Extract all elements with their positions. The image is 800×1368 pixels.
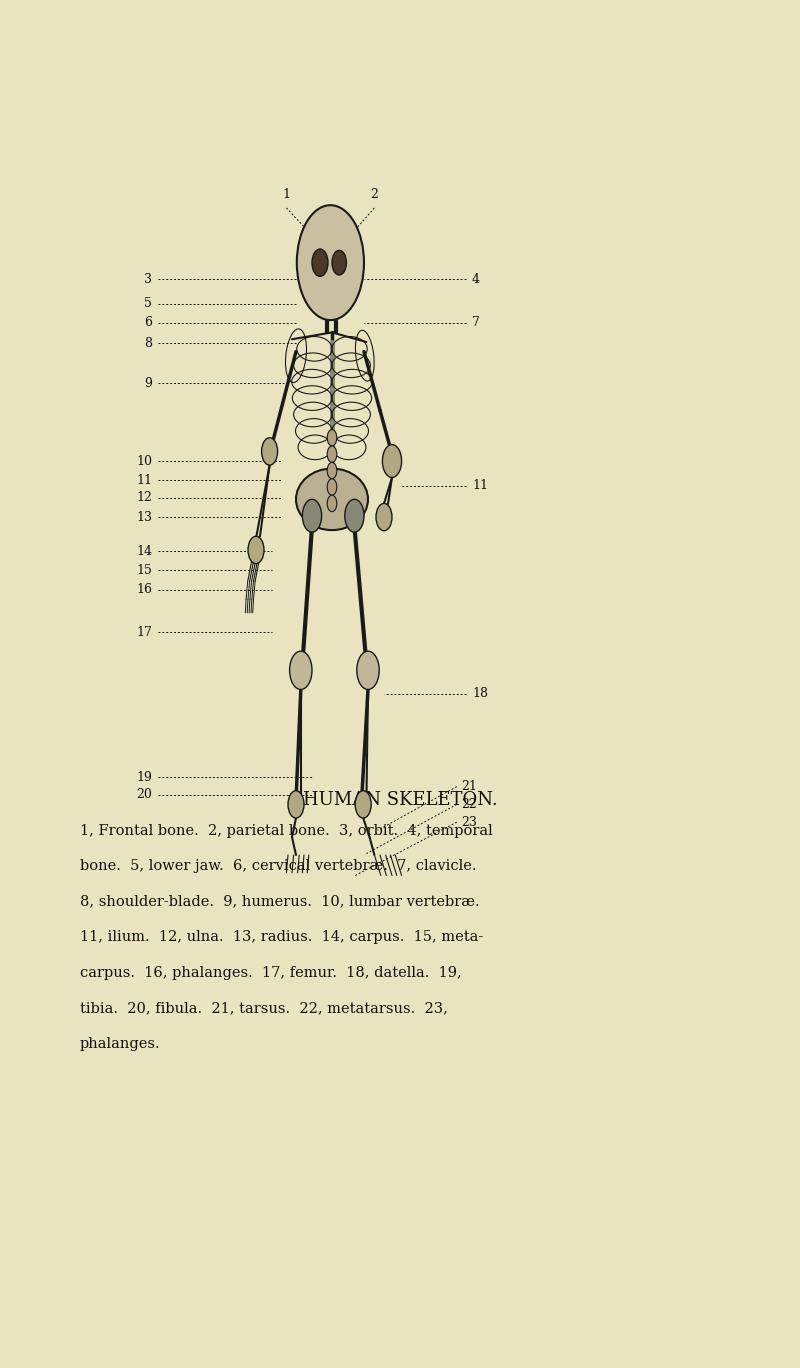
Circle shape bbox=[262, 438, 278, 465]
Circle shape bbox=[327, 462, 337, 479]
Text: 20: 20 bbox=[136, 788, 152, 802]
Text: HUMAN SKELETON.: HUMAN SKELETON. bbox=[302, 791, 498, 810]
Circle shape bbox=[327, 446, 337, 462]
Text: 15: 15 bbox=[136, 564, 152, 577]
Circle shape bbox=[327, 495, 337, 512]
Text: 14: 14 bbox=[136, 544, 152, 558]
Text: 13: 13 bbox=[136, 510, 152, 524]
Circle shape bbox=[345, 499, 364, 532]
Text: carpus.  16, phalanges.  17, femur.  18, datella.  19,: carpus. 16, phalanges. 17, femur. 18, da… bbox=[80, 966, 462, 979]
Circle shape bbox=[327, 479, 337, 495]
Text: 2: 2 bbox=[370, 187, 378, 201]
Circle shape bbox=[376, 503, 392, 531]
Text: 16: 16 bbox=[136, 583, 152, 596]
Text: 1: 1 bbox=[282, 187, 290, 201]
Text: 17: 17 bbox=[136, 625, 152, 639]
Text: 4: 4 bbox=[472, 272, 480, 286]
Text: 11: 11 bbox=[472, 479, 488, 492]
Text: 22: 22 bbox=[461, 798, 477, 811]
Circle shape bbox=[290, 651, 312, 689]
Circle shape bbox=[302, 499, 322, 532]
Text: 9: 9 bbox=[144, 376, 152, 390]
Text: 18: 18 bbox=[472, 687, 488, 700]
Circle shape bbox=[297, 205, 364, 320]
Text: 23: 23 bbox=[461, 815, 477, 829]
Circle shape bbox=[355, 791, 371, 818]
Text: bone.  5, lower jaw.  6, cervical vertebræ.  7, clavicle.: bone. 5, lower jaw. 6, cervical vertebræ… bbox=[80, 859, 477, 873]
Text: tibia.  20, fibula.  21, tarsus.  22, metatarsus.  23,: tibia. 20, fibula. 21, tarsus. 22, metat… bbox=[80, 1001, 448, 1015]
Text: 1, Frontal bone.  2, parietal bone.  3, orbit.  4, temporal: 1, Frontal bone. 2, parietal bone. 3, or… bbox=[80, 824, 493, 837]
Text: 8: 8 bbox=[144, 337, 152, 350]
Text: 8, shoulder-blade.  9, humerus.  10, lumbar vertebræ.: 8, shoulder-blade. 9, humerus. 10, lumba… bbox=[80, 895, 480, 908]
Text: 11, ilium.  12, ulna.  13, radius.  14, carpus.  15, meta-: 11, ilium. 12, ulna. 13, radius. 14, car… bbox=[80, 930, 483, 944]
Text: 12: 12 bbox=[136, 491, 152, 505]
Circle shape bbox=[312, 249, 328, 276]
Text: 21: 21 bbox=[461, 780, 477, 793]
Text: 6: 6 bbox=[144, 316, 152, 330]
Circle shape bbox=[327, 430, 337, 446]
Circle shape bbox=[357, 651, 379, 689]
Circle shape bbox=[288, 791, 304, 818]
Text: 19: 19 bbox=[136, 770, 152, 784]
Text: phalanges.: phalanges. bbox=[80, 1037, 161, 1051]
Text: 5: 5 bbox=[144, 297, 152, 311]
Circle shape bbox=[332, 250, 346, 275]
Circle shape bbox=[248, 536, 264, 564]
Ellipse shape bbox=[296, 468, 368, 529]
Text: 11: 11 bbox=[136, 473, 152, 487]
Text: 7: 7 bbox=[472, 316, 480, 330]
Text: 10: 10 bbox=[136, 454, 152, 468]
Circle shape bbox=[382, 445, 402, 477]
Text: 3: 3 bbox=[144, 272, 152, 286]
